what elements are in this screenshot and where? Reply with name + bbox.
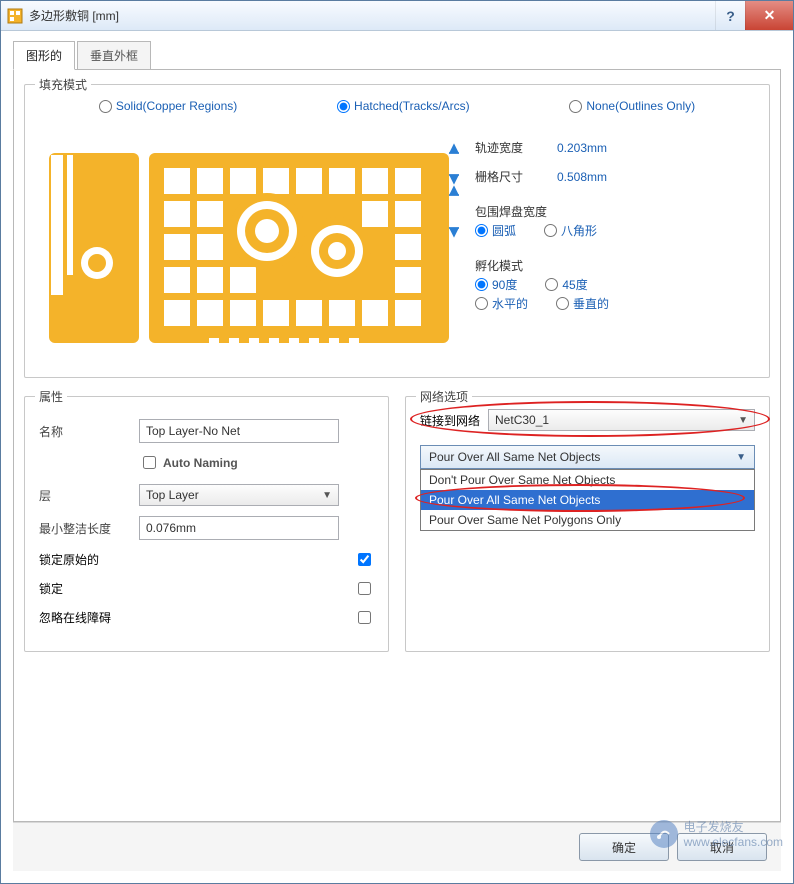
polygon-preview — [39, 133, 459, 363]
radio-none[interactable]: None(Outlines Only) — [569, 99, 695, 113]
fill-mode-group: 填充模式 Solid(Copper Regions) Hatched(Track… — [24, 84, 770, 378]
lock-primitives-label: 锁定原始的 — [39, 551, 99, 568]
radio-solid-input[interactable] — [99, 100, 112, 113]
connect-to-net-label: 链接到网络 — [420, 412, 480, 429]
name-label: 名称 — [39, 423, 127, 440]
layer-select[interactable]: Top Layer ▼ — [139, 484, 339, 506]
titlebar-buttons: ? ✕ — [715, 1, 793, 30]
close-button[interactable]: ✕ — [745, 1, 793, 30]
pour-over-combo[interactable]: Pour Over All Same Net Objects ▼ — [420, 445, 755, 469]
radio-45deg[interactable]: 45度 — [545, 276, 587, 293]
surround-pads-section: 包围焊盘宽度 圆弧 八角形 — [475, 197, 755, 239]
lock-primitives-checkbox[interactable] — [358, 553, 371, 566]
radio-octagon-label: 八角形 — [561, 222, 597, 239]
radio-none-label: None(Outlines Only) — [586, 99, 695, 113]
auto-naming-label: Auto Naming — [163, 456, 238, 470]
pour-option-2[interactable]: Pour Over Same Net Polygons Only — [421, 510, 754, 530]
radio-45deg-label: 45度 — [562, 276, 587, 293]
ignore-obstacles-label: 忽略在线障碍 — [39, 609, 111, 626]
radio-90deg-input[interactable] — [475, 278, 488, 291]
hatch-mode-label: 孵化模式 — [475, 257, 755, 274]
cancel-button[interactable]: 取消 — [677, 833, 767, 861]
grid-size-label: 栅格尺寸 — [475, 168, 547, 185]
lower-row: 属性 名称 Auto Naming 层 Top Layer ▼ — [24, 392, 770, 652]
surround-pads-label: 包围焊盘宽度 — [475, 203, 755, 220]
connect-to-net-row: 链接到网络 NetC30_1 ▼ — [420, 409, 755, 431]
ok-button[interactable]: 确定 — [579, 833, 669, 861]
chevron-down-icon: ▼ — [736, 452, 746, 463]
dialog-button-row: 确定 取消 — [13, 822, 781, 871]
radio-octagon[interactable]: 八角形 — [544, 222, 597, 239]
layer-row: 层 Top Layer ▼ — [39, 484, 374, 506]
name-input[interactable] — [139, 419, 339, 443]
radio-octagon-input[interactable] — [544, 224, 557, 237]
radio-90deg[interactable]: 90度 — [475, 276, 517, 293]
track-width-value[interactable]: 0.203mm — [557, 141, 607, 155]
pour-option-0[interactable]: Don't Pour Over Same Net Objects — [421, 470, 754, 490]
track-width-label: 轨迹宽度 — [475, 139, 547, 156]
right-params: 轨迹宽度 0.203mm 栅格尺寸 0.508mm 包围焊盘宽度 圆弧 八角形 — [475, 133, 755, 363]
layer-select-value: Top Layer — [146, 488, 199, 502]
radio-hatched-label: Hatched(Tracks/Arcs) — [354, 99, 470, 113]
radio-solid-label: Solid(Copper Regions) — [116, 99, 237, 113]
hatch-mode-section: 孵化模式 90度 45度 水平的 垂直的 — [475, 251, 755, 312]
ignore-obstacles-row: 忽略在线障碍 — [39, 608, 374, 627]
locked-label: 锁定 — [39, 580, 63, 597]
locked-checkbox[interactable] — [358, 582, 371, 595]
connect-to-net-select[interactable]: NetC30_1 ▼ — [488, 409, 755, 431]
locked-row: 锁定 — [39, 579, 374, 598]
radio-arc[interactable]: 圆弧 — [475, 222, 516, 239]
pour-combo-wrap: Pour Over All Same Net Objects ▼ Don't P… — [420, 445, 755, 531]
tab-graphical[interactable]: 图形的 — [13, 41, 75, 70]
grid-size-row: 栅格尺寸 0.508mm — [475, 168, 755, 185]
radio-45deg-input[interactable] — [545, 278, 558, 291]
radio-hatched-input[interactable] — [337, 100, 350, 113]
radio-90deg-label: 90度 — [492, 276, 517, 293]
auto-naming-row[interactable]: Auto Naming — [139, 453, 374, 472]
properties-group: 属性 名称 Auto Naming 层 Top Layer ▼ — [24, 396, 389, 652]
lock-primitives-row: 锁定原始的 — [39, 550, 374, 569]
radio-horizontal[interactable]: 水平的 — [475, 295, 528, 312]
net-options-group: 网络选项 链接到网络 NetC30_1 ▼ Pour Over All Same… — [405, 396, 770, 652]
track-width-row: 轨迹宽度 0.203mm — [475, 139, 755, 156]
pour-option-1[interactable]: Pour Over All Same Net Objects — [421, 490, 754, 510]
connect-to-net-value: NetC30_1 — [495, 413, 549, 427]
radio-vertical-label: 垂直的 — [573, 295, 609, 312]
radio-vertical-input[interactable] — [556, 297, 569, 310]
chevron-down-icon: ▼ — [322, 490, 332, 501]
radio-none-input[interactable] — [569, 100, 582, 113]
net-options-legend: 网络选项 — [416, 388, 472, 405]
chevron-down-icon: ▼ — [738, 415, 748, 426]
fill-mode-legend: 填充模式 — [35, 76, 91, 93]
dialog-window: 多边形敷铜 [mm] ? ✕ 图形的 垂直外框 填充模式 Solid(Coppe… — [0, 0, 794, 884]
auto-naming-checkbox[interactable] — [143, 456, 156, 469]
fill-mode-row: Solid(Copper Regions) Hatched(Tracks/Arc… — [39, 97, 755, 115]
layer-label: 层 — [39, 487, 127, 504]
grid-size-value[interactable]: 0.508mm — [557, 170, 607, 184]
min-prim-label: 最小整洁长度 — [39, 520, 127, 537]
name-row: 名称 — [39, 419, 374, 443]
tab-strip: 图形的 垂直外框 — [13, 41, 781, 70]
radio-vertical[interactable]: 垂直的 — [556, 295, 609, 312]
tab-vertical-outline[interactable]: 垂直外框 — [77, 41, 151, 70]
titlebar: 多边形敷铜 [mm] ? ✕ — [1, 1, 793, 31]
help-button[interactable]: ? — [715, 1, 745, 30]
pour-over-dropdown: Don't Pour Over Same Net Objects Pour Ov… — [420, 469, 755, 531]
client-area: 图形的 垂直外框 填充模式 Solid(Copper Regions) Hatc… — [1, 31, 793, 883]
radio-horizontal-label: 水平的 — [492, 295, 528, 312]
radio-horizontal-input[interactable] — [475, 297, 488, 310]
ignore-obstacles-checkbox[interactable] — [358, 611, 371, 624]
tab-page-graphical: 填充模式 Solid(Copper Regions) Hatched(Track… — [13, 70, 781, 822]
min-prim-row: 最小整洁长度 — [39, 516, 374, 540]
app-icon — [7, 8, 23, 24]
window-title: 多边形敷铜 [mm] — [29, 7, 715, 24]
radio-arc-input[interactable] — [475, 224, 488, 237]
preview-row: 轨迹宽度 0.203mm 栅格尺寸 0.508mm 包围焊盘宽度 圆弧 八角形 — [39, 133, 755, 363]
pour-over-value: Pour Over All Same Net Objects — [429, 450, 600, 464]
properties-legend: 属性 — [35, 388, 67, 405]
radio-arc-label: 圆弧 — [492, 222, 516, 239]
radio-solid[interactable]: Solid(Copper Regions) — [99, 99, 237, 113]
radio-hatched[interactable]: Hatched(Tracks/Arcs) — [337, 99, 470, 113]
min-prim-input[interactable] — [139, 516, 339, 540]
